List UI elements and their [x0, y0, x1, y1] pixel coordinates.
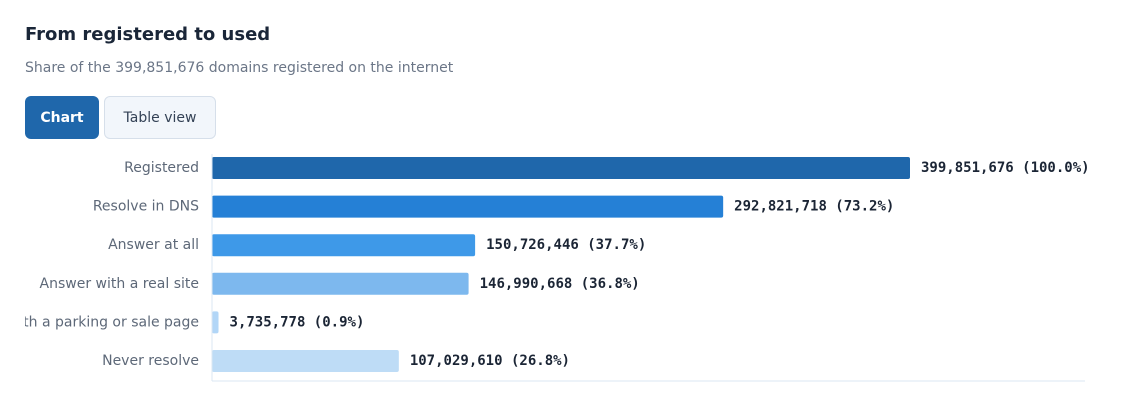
data-label: 146,990,668 (36.8%) — [480, 276, 640, 292]
data-label: 3,735,778 (0.9%) — [230, 314, 365, 330]
bar — [212, 311, 219, 334]
bar — [212, 157, 910, 179]
bar — [212, 272, 469, 295]
chart-title: From registered to used — [25, 24, 271, 45]
category-label: Resolve in DNS — [93, 199, 199, 215]
data-label: 292,821,718 (73.2%) — [734, 199, 894, 215]
tab-chart[interactable]: Chart — [25, 96, 99, 139]
category-label: Answer with a real site — [40, 276, 199, 292]
category-label: Answer at all — [108, 237, 199, 253]
tab-table-view[interactable]: Table view — [104, 96, 216, 139]
bar — [212, 350, 399, 372]
bar — [212, 195, 724, 218]
category-label: Answer with a parking or sale page — [0, 314, 199, 330]
bar — [212, 234, 476, 257]
data-label: 150,726,446 (37.7%) — [486, 237, 646, 253]
chart-subtitle: Share of the 399,851,676 domains registe… — [25, 60, 454, 76]
view-tabs: Chart Table view — [25, 96, 216, 139]
category-labels: Registered Resolve in DNS Answer at all Ans… — [0, 160, 199, 369]
category-label: Registered — [124, 160, 199, 176]
data-label: 107,029,610 (26.8%) — [410, 353, 570, 369]
data-label: 399,851,676 (100.0%) — [921, 160, 1090, 176]
category-label: Never resolve — [102, 353, 199, 369]
